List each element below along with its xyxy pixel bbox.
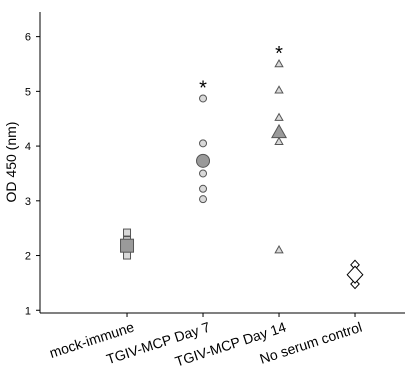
data-point — [123, 228, 132, 237]
data-point — [274, 245, 284, 254]
data-point — [123, 251, 132, 260]
mean-point — [346, 265, 364, 284]
y-tick-label: 5 — [25, 86, 31, 98]
mean-point — [196, 153, 211, 168]
annotation: * — [275, 43, 283, 65]
y-tick-label: 4 — [25, 141, 31, 153]
data-point — [274, 112, 284, 121]
y-tick-label: 1 — [25, 305, 31, 317]
data-point — [199, 184, 208, 193]
y-tick-label: 3 — [25, 196, 31, 208]
data-point — [199, 169, 208, 178]
data-point — [274, 136, 284, 146]
y-tick-label: 2 — [25, 251, 31, 263]
data-point — [274, 58, 284, 68]
annotation: * — [199, 77, 207, 99]
mean-point — [120, 238, 135, 253]
data-point — [199, 195, 208, 204]
y-axis-label: OD 450 (nm) — [3, 122, 19, 203]
data-point — [199, 94, 208, 103]
data-point — [350, 278, 360, 290]
data-point — [199, 139, 208, 148]
data-point — [274, 85, 284, 94]
y-tick-label: 6 — [25, 32, 31, 44]
mean-point — [271, 123, 288, 139]
